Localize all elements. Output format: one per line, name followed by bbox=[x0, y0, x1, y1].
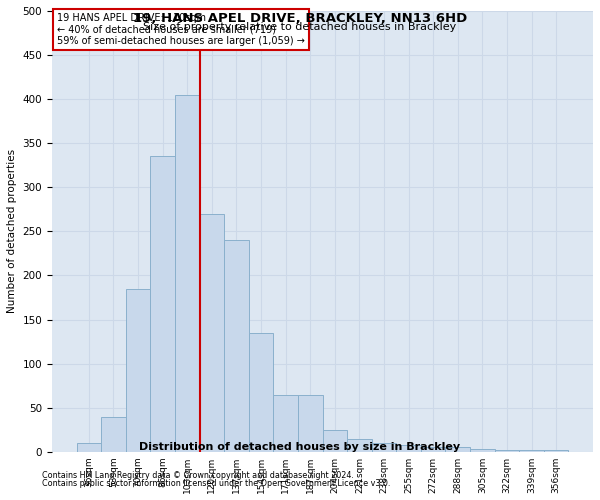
Text: Contains public sector information licensed under the Open Government Licence v3: Contains public sector information licen… bbox=[42, 478, 391, 488]
Bar bbox=[126, 288, 151, 452]
Bar bbox=[224, 240, 249, 452]
Text: Contains HM Land Registry data © Crown copyright and database right 2024.: Contains HM Land Registry data © Crown c… bbox=[42, 471, 354, 480]
Bar bbox=[151, 156, 175, 452]
Bar bbox=[323, 430, 347, 452]
Bar bbox=[200, 214, 224, 452]
Bar bbox=[470, 449, 494, 452]
Bar bbox=[421, 448, 445, 452]
Bar bbox=[77, 443, 101, 452]
Bar bbox=[298, 394, 323, 452]
Bar bbox=[396, 445, 421, 452]
Bar bbox=[372, 443, 396, 452]
Text: Size of property relative to detached houses in Brackley: Size of property relative to detached ho… bbox=[143, 22, 457, 32]
Bar bbox=[249, 333, 274, 452]
Bar bbox=[175, 94, 200, 452]
Bar bbox=[445, 448, 470, 452]
Bar bbox=[494, 450, 519, 452]
Text: 19, HANS APEL DRIVE, BRACKLEY, NN13 6HD: 19, HANS APEL DRIVE, BRACKLEY, NN13 6HD bbox=[133, 12, 467, 26]
Y-axis label: Number of detached properties: Number of detached properties bbox=[7, 150, 17, 314]
Bar bbox=[101, 416, 126, 452]
Text: 19 HANS APEL DRIVE: 110sqm
← 40% of detached houses are smaller (719)
59% of sem: 19 HANS APEL DRIVE: 110sqm ← 40% of deta… bbox=[58, 13, 305, 46]
Text: Distribution of detached houses by size in Brackley: Distribution of detached houses by size … bbox=[139, 442, 461, 452]
Bar bbox=[347, 438, 372, 452]
Bar bbox=[274, 394, 298, 452]
Bar bbox=[544, 450, 568, 452]
Bar bbox=[519, 450, 544, 452]
